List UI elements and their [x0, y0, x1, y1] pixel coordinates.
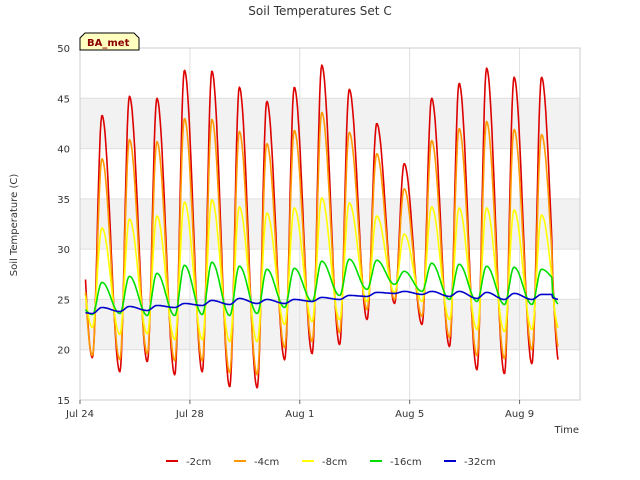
- grid-band: [80, 98, 580, 149]
- y-tick-label: 15: [57, 396, 70, 407]
- series-lines: [84, 64, 559, 389]
- legend-label: -16cm: [390, 457, 422, 468]
- y-tick-label: 25: [57, 295, 70, 306]
- badge-label: BA_met: [87, 38, 130, 49]
- y-tick-label: 50: [57, 44, 70, 55]
- legend-label: -2cm: [186, 457, 211, 468]
- x-tick-label: Jul 24: [65, 409, 94, 420]
- x-tick-label: Aug 5: [395, 409, 424, 420]
- grid-band: [80, 299, 580, 350]
- y-tick-label: 35: [57, 195, 70, 206]
- plot-frame: [79, 47, 581, 401]
- y-tick-label: 20: [57, 346, 70, 357]
- x-tick-label: Aug 1: [285, 409, 314, 420]
- y-tick-label: 40: [57, 145, 70, 156]
- series-line-32cm: [85, 290, 559, 315]
- x-tick-label: Jul 28: [175, 409, 204, 420]
- x-axis-label: Time: [554, 425, 579, 436]
- y-tick-label: 45: [57, 94, 70, 105]
- legend-label: -4cm: [254, 457, 279, 468]
- y-axis-ticks: 15 20 25 30 35 40 45 50: [57, 44, 70, 407]
- legend-label: -32cm: [464, 457, 496, 468]
- x-axis-ticks: Jul 24 Jul 28 Aug 1 Aug 5 Aug 9: [65, 400, 534, 420]
- y-tick-label: 30: [57, 245, 70, 256]
- badge-shape: [79, 32, 140, 51]
- legend-label: -8cm: [322, 457, 347, 468]
- x-tick-label: Aug 9: [505, 409, 534, 420]
- series-line-8cm: [84, 197, 559, 343]
- site-badge: BA_met: [79, 32, 140, 51]
- chart-title: Soil Temperatures Set C: [248, 4, 391, 18]
- y-axis-label: Soil Temperature (C): [9, 174, 20, 277]
- legend: -2cm -4cm -8cm -16cm -32cm: [166, 457, 496, 468]
- series-line-4cm: [84, 111, 559, 376]
